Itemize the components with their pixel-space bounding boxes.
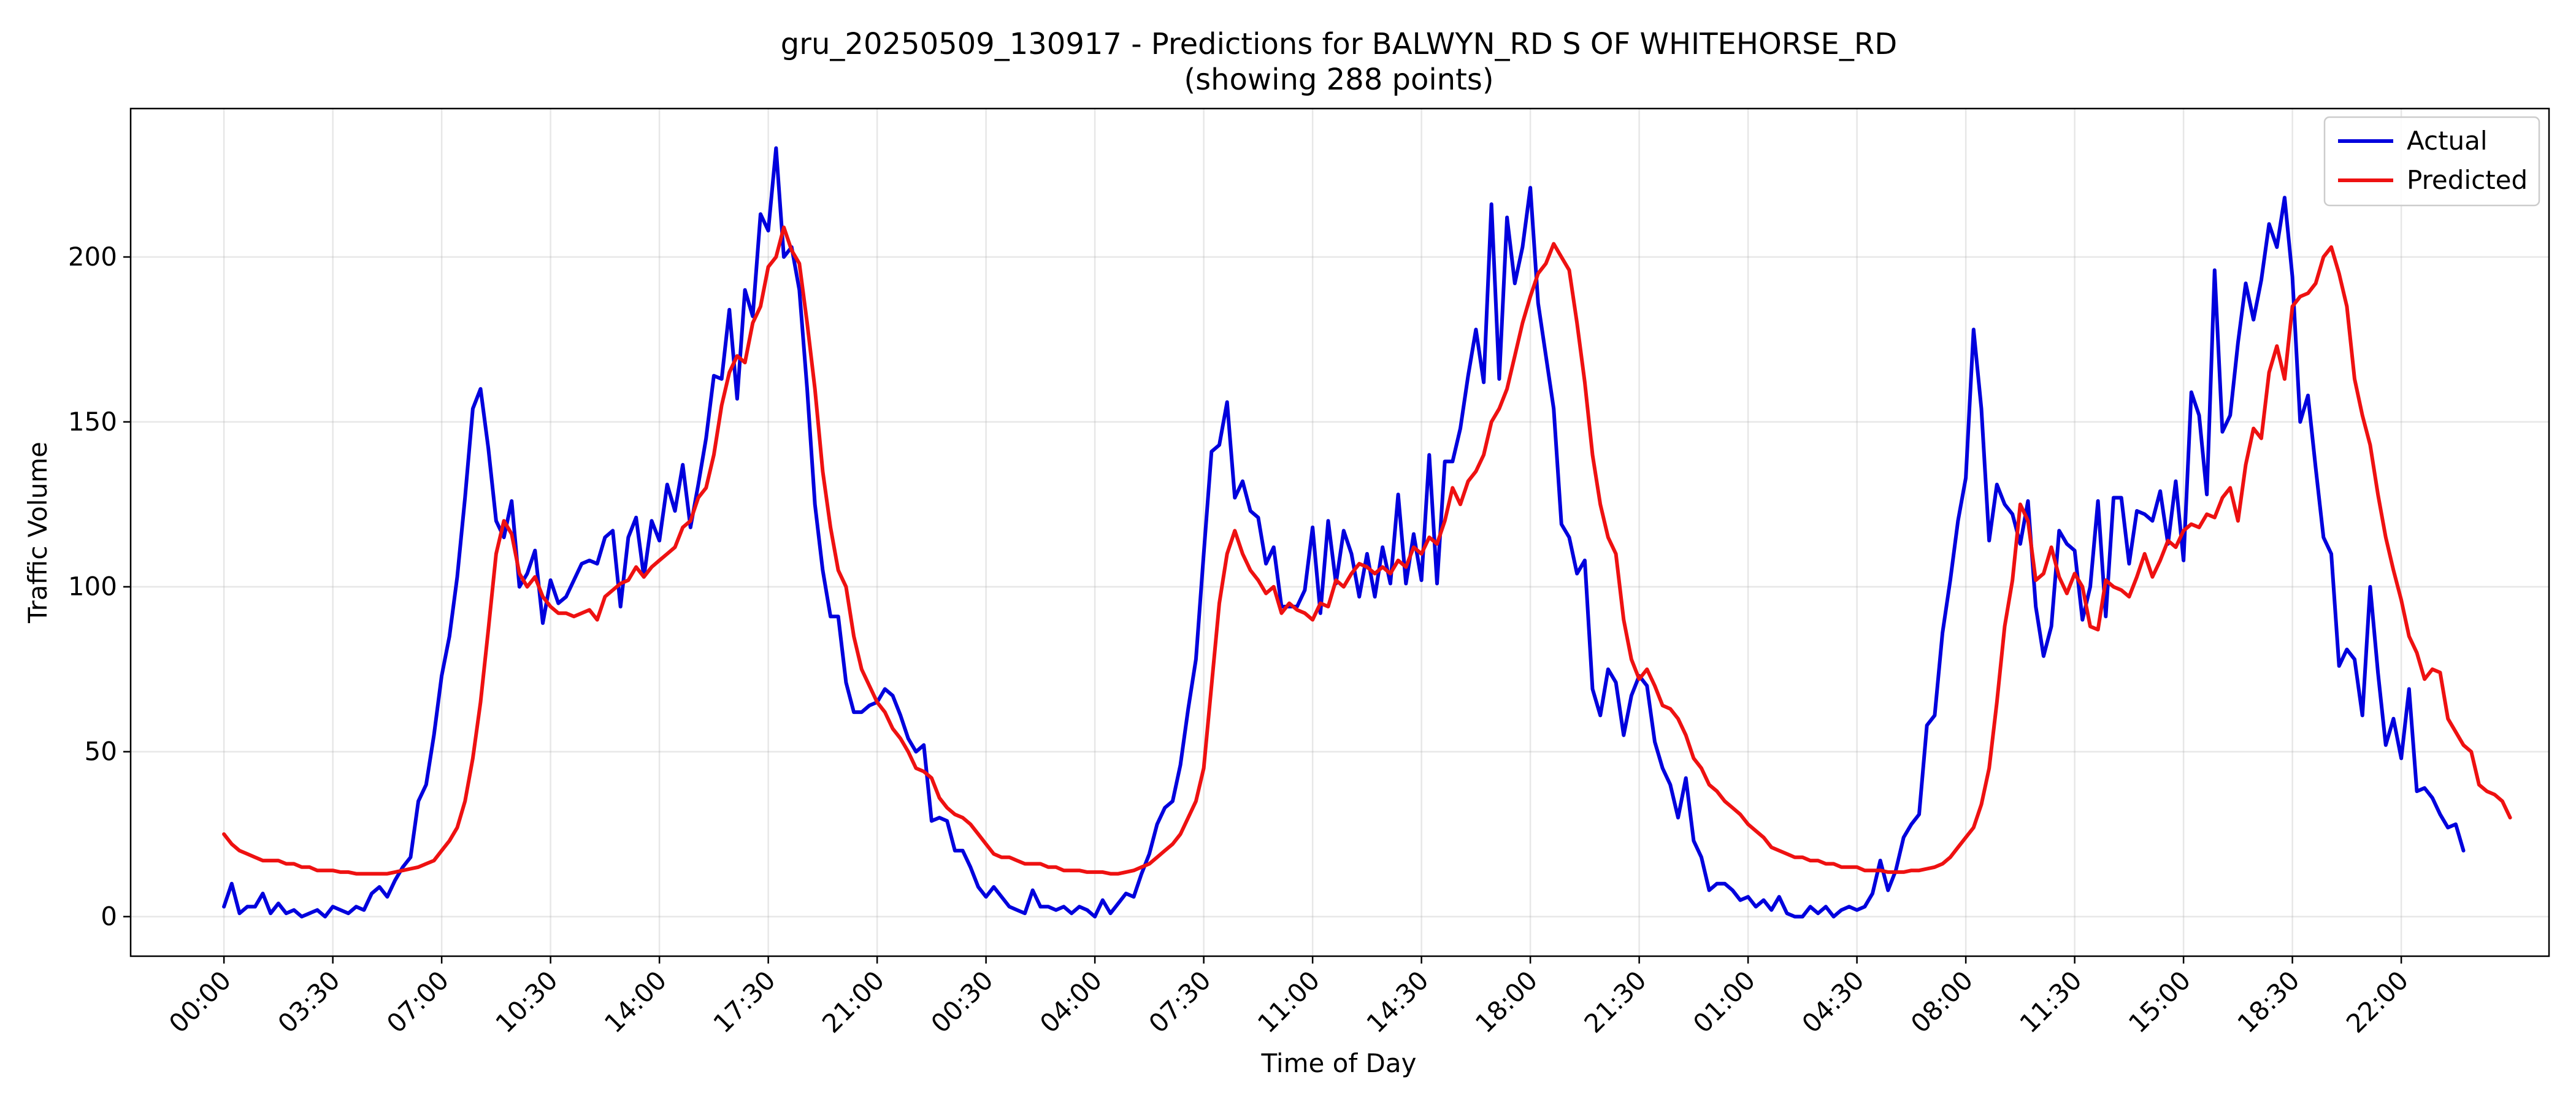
x-axis-label: Time of Day (1261, 1048, 1417, 1078)
x-tick-label: 15:00 (2123, 965, 2196, 1038)
x-tick-label: 14:30 (1360, 965, 1434, 1038)
x-tick-label: 11:00 (1252, 965, 1325, 1038)
x-tick-label: 01:00 (1687, 965, 1761, 1038)
x-axis-ticks: 00:00 03:30 07:00 10:30 14:00 17:30 21:00 00:30… (163, 956, 2414, 1039)
x-tick-label: 04:00 (1034, 965, 1108, 1038)
x-tick-label: 18:00 (1470, 965, 1543, 1038)
x-tick-label: 18:30 (2231, 965, 2305, 1038)
y-tick-label: 200 (68, 242, 117, 272)
y-axis-label: Traffic Volume (23, 442, 53, 624)
legend-label-predicted: Predicted (2407, 165, 2528, 195)
y-tick-label: 150 (68, 407, 117, 437)
y-tick-label: 100 (68, 572, 117, 602)
grid-lines (131, 109, 2549, 956)
x-tick-label: 10:30 (489, 965, 563, 1038)
x-tick-label: 17:30 (707, 965, 781, 1038)
plot-frame (129, 107, 2550, 957)
series-layer (222, 146, 2512, 919)
x-tick-label: 07:30 (1143, 965, 1216, 1038)
x-tick-label: 00:00 (163, 965, 237, 1038)
x-tick-label: 00:30 (925, 965, 999, 1038)
y-tick-label: 0 (101, 901, 117, 931)
x-tick-label: 07:00 (381, 965, 454, 1038)
x-tick-label: 11:30 (2014, 965, 2087, 1038)
x-tick-label: 21:00 (816, 965, 890, 1038)
legend: Actual Predicted (2323, 116, 2540, 207)
legend-label-actual: Actual (2407, 126, 2488, 156)
x-tick-label: 03:30 (272, 965, 345, 1038)
x-tick-label: 22:00 (2340, 965, 2414, 1038)
chart-subtitle: (showing 288 points) (1184, 63, 1493, 97)
x-tick-label: 21:30 (1578, 965, 1652, 1038)
y-axis-ticks: 0 50 100 150 200 (68, 242, 131, 931)
x-tick-label: 04:30 (1796, 965, 1869, 1038)
y-tick-label: 50 (85, 737, 117, 767)
series-line-actual (222, 146, 2466, 919)
x-tick-label: 08:00 (1905, 965, 1979, 1038)
x-tick-label: 14:00 (599, 965, 672, 1038)
series-line-predicted (222, 225, 2512, 876)
chart-title: gru_20250509_130917 - Predictions for BA… (781, 27, 1897, 61)
